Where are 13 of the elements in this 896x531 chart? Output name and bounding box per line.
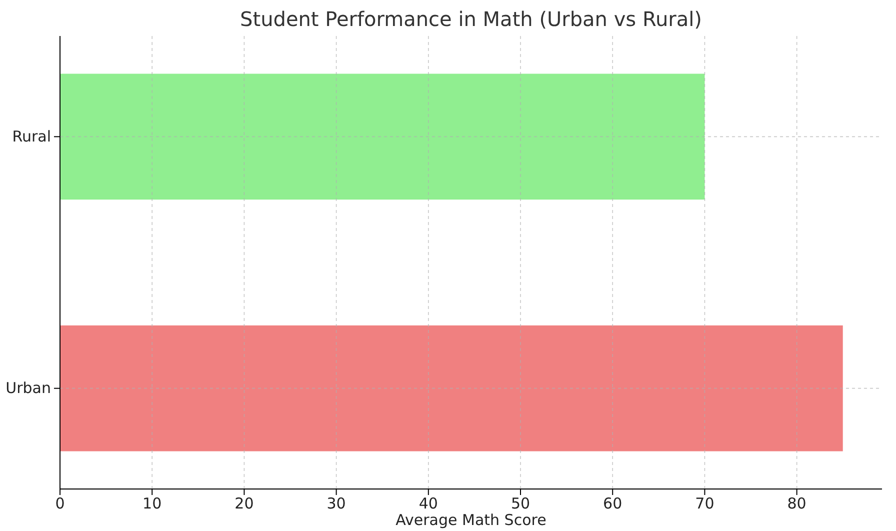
y-tick-label: Rural	[12, 127, 51, 146]
x-tick-label: 60	[603, 494, 622, 513]
x-tick-label: 70	[695, 494, 714, 513]
x-tick-label: 10	[142, 494, 162, 513]
y-tick-label: Urban	[6, 379, 51, 398]
x-tick-label: 80	[787, 494, 806, 513]
chart-title: Student Performance in Math (Urban vs Rural)	[240, 7, 702, 31]
x-tick-label: 20	[234, 494, 254, 513]
x-axis-title: Average Math Score	[396, 511, 546, 529]
x-tick-label: 40	[418, 494, 438, 513]
x-tick-label: 50	[510, 494, 530, 513]
x-tick-label: 0	[55, 494, 65, 513]
x-tick-label: 30	[326, 494, 346, 513]
